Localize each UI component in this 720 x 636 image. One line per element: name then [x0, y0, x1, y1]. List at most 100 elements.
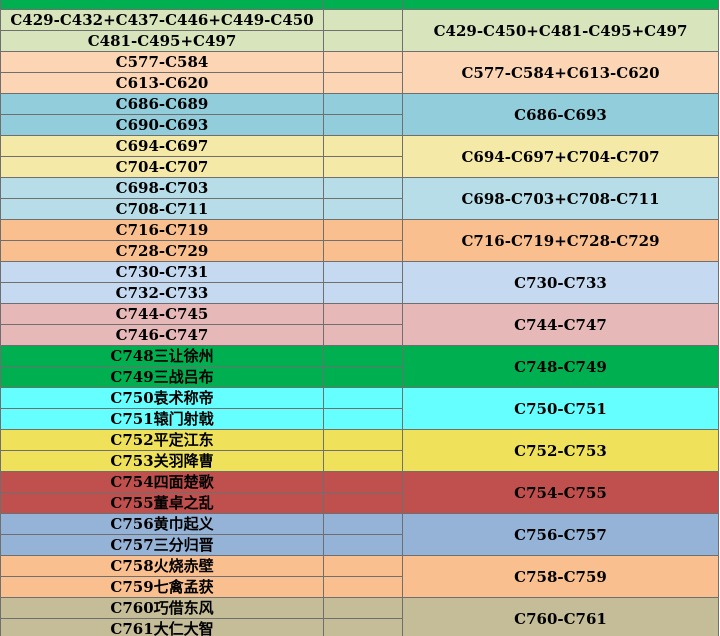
range-cell[interactable]: C754四面楚歌 — [0, 471, 324, 493]
empty-cell[interactable] — [323, 261, 403, 283]
range-cell[interactable]: C613-C620 — [0, 72, 324, 94]
empty-cell[interactable] — [323, 618, 403, 636]
merged-range-cell[interactable]: C429-C450+C481-C495+C497 — [402, 9, 719, 52]
empty-cell[interactable] — [323, 9, 403, 31]
merged-range-cell[interactable]: C758-C759 — [402, 555, 719, 598]
empty-cell[interactable] — [323, 30, 403, 52]
table-row: C758火烧赤壁 C758-C759 — [0, 555, 719, 598]
table-row: C704-C707 — [0, 156, 719, 178]
table-row: C748三让徐州 C748-C749 — [0, 345, 719, 388]
range-cell[interactable]: C757三分归晋 — [0, 534, 324, 556]
table-row: C760巧借东风 C760-C761 — [0, 597, 719, 636]
table-row: C730-C731 C730-C733 — [0, 261, 719, 304]
empty-cell[interactable] — [323, 93, 403, 115]
merged-range-cell[interactable]: C752-C753 — [402, 429, 719, 472]
merged-range-cell[interactable]: C730-C733 — [402, 261, 719, 304]
range-cell[interactable]: C732-C733 — [0, 282, 324, 304]
table-row: C751辕门射戟 — [0, 408, 719, 430]
range-cell[interactable]: C746-C747 — [0, 324, 324, 346]
merged-range-cell[interactable]: C760-C761 — [402, 597, 719, 636]
range-cell[interactable]: C728-C729 — [0, 240, 324, 262]
empty-cell[interactable] — [323, 219, 403, 241]
merged-range-cell[interactable]: C694-C697+C704-C707 — [402, 135, 719, 178]
table-row: C716-C719 C716-C719+C728-C729 — [0, 219, 719, 262]
empty-cell[interactable] — [323, 240, 403, 262]
range-cell[interactable]: C690-C693 — [0, 114, 324, 136]
table-row: C694-C697 C694-C697+C704-C707 — [0, 135, 719, 178]
range-cell[interactable]: C748三让徐州 — [0, 345, 324, 367]
range-cell[interactable]: C750袁术称帝 — [0, 387, 324, 409]
merged-range-cell[interactable]: C698-C703+C708-C711 — [402, 177, 719, 220]
range-cell[interactable]: C744-C745 — [0, 303, 324, 325]
merged-range-cell[interactable]: C750-C751 — [402, 387, 719, 430]
empty-cell[interactable] — [323, 450, 403, 472]
range-cell[interactable]: C751辕门射戟 — [0, 408, 324, 430]
empty-cell[interactable] — [323, 51, 403, 73]
table-row: C577-C584 C577-C584+C613-C620 — [0, 51, 719, 94]
range-cell[interactable]: C694-C697 — [0, 135, 324, 157]
merged-range-cell[interactable]: C744-C747 — [402, 303, 719, 346]
range-cell[interactable]: C758火烧赤壁 — [0, 555, 324, 577]
empty-cell[interactable] — [323, 534, 403, 556]
empty-cell[interactable] — [323, 471, 403, 493]
range-cell[interactable]: C753关羽降曹 — [0, 450, 324, 472]
table-row: C754四面楚歌 C754-C755 — [0, 471, 719, 514]
table-row: C746-C747 — [0, 324, 719, 346]
range-cell[interactable]: C761大仁大智 — [0, 618, 324, 636]
header-row — [0, 0, 719, 10]
range-cell[interactable]: C756黄巾起义 — [0, 513, 324, 535]
range-cell[interactable]: C698-C703 — [0, 177, 324, 199]
header-cell-2[interactable] — [323, 0, 403, 10]
empty-cell[interactable] — [323, 513, 403, 535]
range-cell[interactable]: C760巧借东风 — [0, 597, 324, 619]
range-cell[interactable]: C704-C707 — [0, 156, 324, 178]
range-cell[interactable]: C730-C731 — [0, 261, 324, 283]
range-cell[interactable]: C686-C689 — [0, 93, 324, 115]
range-cell[interactable]: C755董卓之乱 — [0, 492, 324, 514]
empty-cell[interactable] — [323, 198, 403, 220]
table-row: C728-C729 — [0, 240, 719, 262]
empty-cell[interactable] — [323, 345, 403, 367]
empty-cell[interactable] — [323, 114, 403, 136]
empty-cell[interactable] — [323, 366, 403, 388]
range-cell[interactable]: C577-C584 — [0, 51, 324, 73]
table-row: C708-C711 — [0, 198, 719, 220]
range-cell[interactable]: C716-C719 — [0, 219, 324, 241]
merged-range-cell[interactable]: C577-C584+C613-C620 — [402, 51, 719, 94]
header-cell-1[interactable] — [0, 0, 324, 10]
table-row: C744-C745 C744-C747 — [0, 303, 719, 346]
empty-cell[interactable] — [323, 597, 403, 619]
empty-cell[interactable] — [323, 303, 403, 325]
empty-cell[interactable] — [323, 492, 403, 514]
table-row: C752平定江东 C752-C753 — [0, 429, 719, 472]
table-row: C761大仁大智 — [0, 618, 719, 636]
merged-range-cell[interactable]: C686-C693 — [402, 93, 719, 136]
range-cell[interactable]: C749三战吕布 — [0, 366, 324, 388]
range-cell[interactable]: C752平定江东 — [0, 429, 324, 451]
empty-cell[interactable] — [323, 324, 403, 346]
header-cell-3[interactable] — [402, 0, 719, 10]
table-row: C429-C432+C437-C446+C449-C450 C429-C450+C… — [0, 9, 719, 52]
empty-cell[interactable] — [323, 429, 403, 451]
empty-cell[interactable] — [323, 177, 403, 199]
range-cell[interactable]: C759七禽孟获 — [0, 576, 324, 598]
empty-cell[interactable] — [323, 135, 403, 157]
merged-range-cell[interactable]: C754-C755 — [402, 471, 719, 514]
empty-cell[interactable] — [323, 576, 403, 598]
table-row: C686-C689 C686-C693 — [0, 93, 719, 136]
empty-cell[interactable] — [323, 387, 403, 409]
empty-cell[interactable] — [323, 156, 403, 178]
empty-cell[interactable] — [323, 408, 403, 430]
table-row: C732-C733 — [0, 282, 719, 304]
range-cell[interactable]: C481-C495+C497 — [0, 30, 324, 52]
range-cell[interactable]: C708-C711 — [0, 198, 324, 220]
merged-range-cell[interactable]: C748-C749 — [402, 345, 719, 388]
range-cell[interactable]: C429-C432+C437-C446+C449-C450 — [0, 9, 324, 31]
merged-range-cell[interactable]: C756-C757 — [402, 513, 719, 556]
empty-cell[interactable] — [323, 72, 403, 94]
merged-range-cell[interactable]: C716-C719+C728-C729 — [402, 219, 719, 262]
empty-cell[interactable] — [323, 555, 403, 577]
table-row: C749三战吕布 — [0, 366, 719, 388]
empty-cell[interactable] — [323, 282, 403, 304]
